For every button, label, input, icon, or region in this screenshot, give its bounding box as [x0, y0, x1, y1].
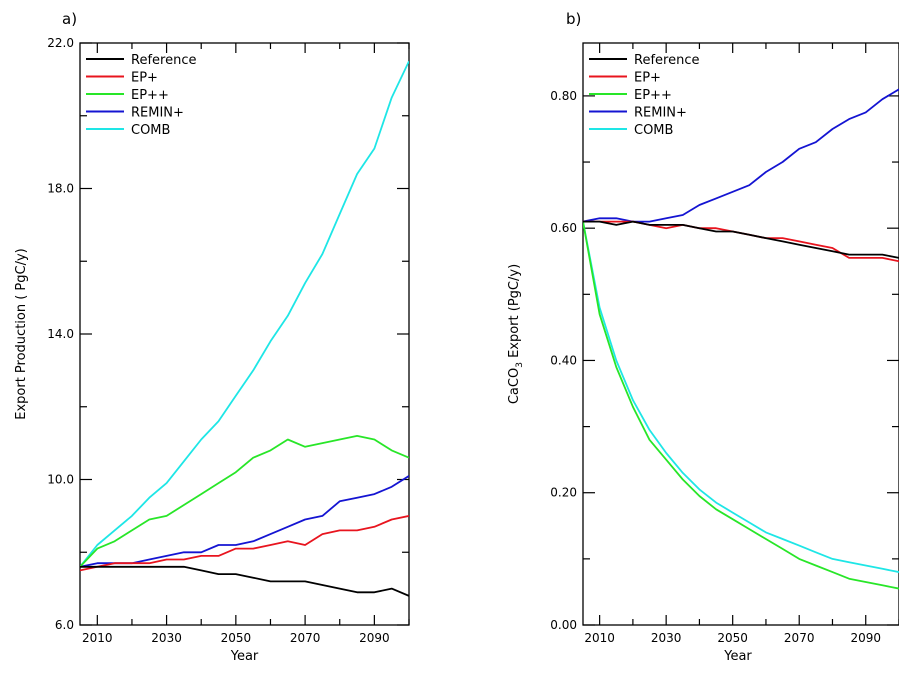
x-tick-label: 2090	[359, 631, 390, 645]
x-tick-label: 2030	[651, 631, 682, 645]
series-line-epplusplus	[583, 221, 899, 590]
x-tick-label: 2010	[584, 631, 615, 645]
y-axis-title-main: CaCO	[507, 368, 522, 404]
y-tick-label: 22.0	[47, 36, 74, 50]
legend-label: EP+	[131, 71, 158, 86]
x-tick-label: 2050	[717, 631, 748, 645]
y-axis-title-rest: Export (PgC/y)	[507, 264, 522, 362]
series-line-epplusplus	[80, 434, 409, 568]
series-line-comb	[80, 60, 409, 568]
panel-caco3-export: 2010 2030 2050 2070 2090 0.00 0.20 0.40 0.60 0.80…	[507, 10, 899, 664]
plot-frame	[79, 42, 410, 626]
y-axis-title: Export Production ( PgC/y)	[14, 248, 29, 420]
series-line-reminplus	[80, 475, 409, 568]
x-tick-label: 2030	[151, 631, 182, 645]
legend-label: REMIN+	[131, 106, 184, 121]
y-tick-label: 0.80	[550, 89, 577, 103]
y-axis-title-subscript: 3	[515, 362, 525, 368]
y-tick-label: 0.40	[550, 353, 577, 367]
series-line-comb	[583, 221, 899, 573]
x-axis-title: Year	[723, 649, 752, 664]
y-tick-label: 0.60	[550, 221, 577, 235]
x-tick-label: 2010	[82, 631, 113, 645]
legend-label: EP++	[131, 88, 169, 103]
series-line-reference	[583, 220, 899, 259]
x-tick-label: 2090	[850, 631, 881, 645]
y-tick-label: 6.0	[55, 618, 74, 632]
y-tick-label: 0.00	[550, 618, 577, 632]
legend-label: REMIN+	[634, 106, 687, 121]
x-tick-label: 2070	[784, 631, 815, 645]
legend-label: COMB	[131, 123, 170, 138]
x-tick-label: 2070	[290, 631, 321, 645]
legend-label: COMB	[634, 123, 673, 138]
plot-frame	[582, 42, 899, 626]
x-axis-title: Year	[230, 649, 259, 664]
y-tick-label: 0.20	[550, 486, 577, 500]
legend-label: EP++	[634, 88, 672, 103]
y-tick-label: 18.0	[47, 182, 74, 196]
panel-label: b)	[566, 10, 581, 28]
legend-label: EP+	[634, 71, 661, 86]
series-line-reminplus	[583, 88, 899, 223]
series-line-reference	[80, 565, 409, 597]
x-tick-label: 2050	[221, 631, 252, 645]
y-axis-title: CaCO3 Export (PgC/y)	[507, 264, 525, 404]
legend-label: Reference	[634, 53, 699, 68]
y-tick-label: 14.0	[47, 327, 74, 341]
panel-export-production: 2010 2030 2050 2070 2090 6.0 10.0 14.0 18.0 22.0 a…	[14, 10, 410, 664]
legend-label: Reference	[131, 53, 196, 68]
series-line-epplus	[80, 515, 409, 572]
y-tick-label: 10.0	[47, 473, 74, 487]
panel-label: a)	[62, 10, 77, 28]
